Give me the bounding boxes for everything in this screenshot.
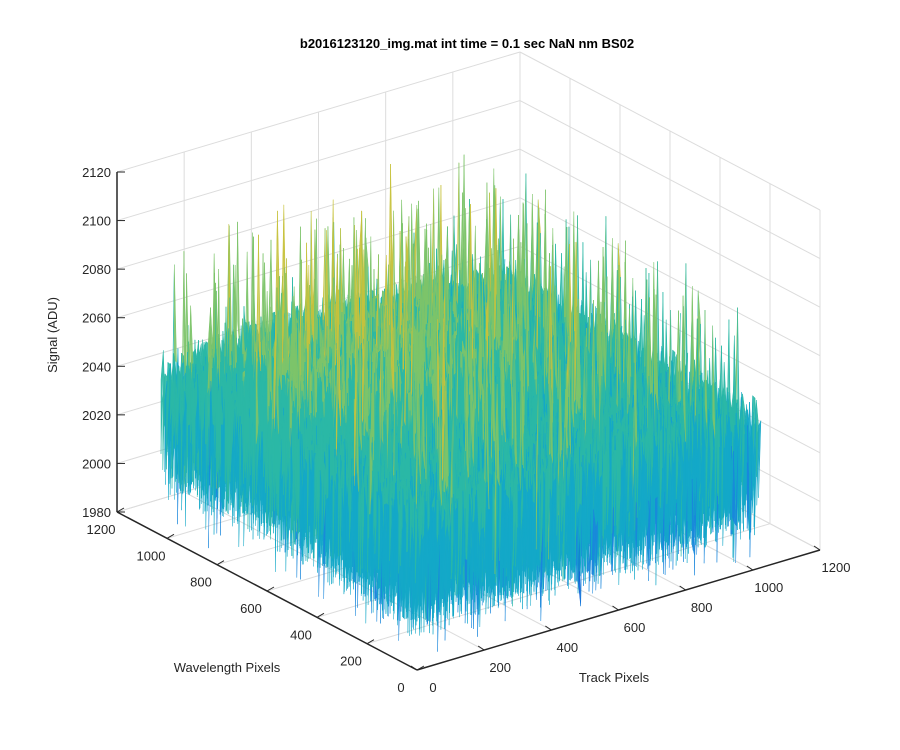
surface-facet	[160, 350, 164, 454]
wall-grid-z-b-4	[519, 197, 821, 357]
surface-facet	[162, 373, 166, 470]
surface-facet	[164, 381, 168, 472]
wall-grid-z-a-6	[116, 100, 521, 222]
surface-facet	[174, 264, 177, 364]
wall-grid-z-a-5	[116, 148, 521, 270]
wall-grid-z-b-7	[519, 51, 821, 211]
wall-grid-z-b-5	[519, 148, 821, 308]
surface	[160, 154, 762, 652]
wall-grid-z-a-7	[116, 51, 521, 173]
wall-grid-z-b-6	[519, 100, 821, 260]
